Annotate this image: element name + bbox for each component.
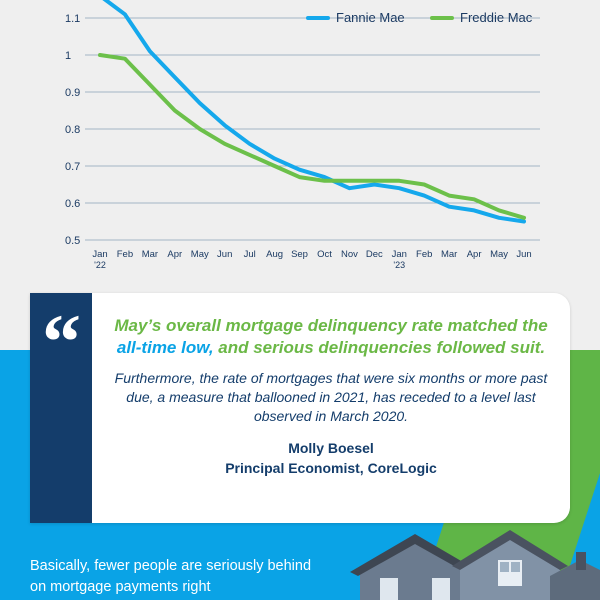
series-line-fannie-mae	[102, 0, 526, 224]
x-tick-label: Mar	[441, 249, 457, 260]
x-tick-label: May	[490, 249, 508, 260]
x-tick-label: Dec	[366, 249, 383, 260]
x-tick-label: '23	[393, 260, 405, 270]
quote-card: “ May’s overall mortgage delinquency rat…	[30, 293, 570, 523]
y-tick-label: 0.9	[65, 87, 80, 99]
legend-label-fannie-mae: Fannie Mae	[336, 10, 405, 25]
x-tick-label: Oct	[317, 249, 332, 260]
y-tick-label: 0.8	[65, 124, 80, 136]
legend-swatch-freddie-mac	[430, 15, 454, 20]
x-tick-label: Jan	[92, 249, 107, 260]
x-tick-label: Feb	[416, 249, 432, 260]
x-tick-label: Nov	[341, 249, 358, 260]
y-tick-label: 0.6	[65, 198, 80, 210]
x-tick-label: Aug	[266, 249, 283, 260]
quote-headline-end: and serious delinquencies followed suit.	[213, 338, 546, 357]
x-tick-label: Jun	[217, 249, 232, 260]
x-tick-label: Jul	[244, 249, 256, 260]
x-tick-label: May	[191, 249, 209, 260]
author-name: Molly Boesel	[288, 440, 374, 456]
chart-area: 0.5 0.6 0.7 0.8 0.9 1 1.1 Jan '22 Feb Mar Apr May Jun…	[0, 0, 600, 290]
house-illustration	[350, 530, 600, 600]
series-line-freddie-mac	[98, 53, 526, 220]
quote-headline-accent: all-time low,	[116, 338, 214, 357]
quote-text: Furthermore, the rate of mortgages that …	[114, 370, 548, 424]
x-tick-label: Feb	[117, 249, 133, 260]
x-tick-label: Jun	[516, 249, 531, 260]
legend-item-fannie-mae: Fannie Mae	[306, 10, 405, 25]
y-tick-label: 0.5	[65, 235, 80, 247]
quote-sidebar: “	[30, 293, 92, 523]
quote-mark-icon: “	[42, 298, 81, 385]
legend-label-freddie-mac: Freddie Mac	[460, 10, 533, 25]
x-tick-label: Apr	[167, 249, 182, 260]
y-tick-label: 1.1	[65, 13, 80, 25]
x-tick-label: Sep	[291, 249, 308, 260]
x-tick-label: Apr	[467, 249, 482, 260]
quote-author: Molly Boesel Principal Economist, CoreLo…	[110, 438, 552, 478]
quote-headline: May’s overall mortgage delinquency rate …	[110, 315, 552, 359]
legend-item-freddie-mac: Freddie Mac	[430, 10, 532, 25]
y-tick-label: 1	[65, 50, 71, 62]
x-tick-label: Mar	[142, 249, 158, 260]
x-tick-label: '22	[94, 260, 106, 270]
x-tick-label: Jan	[392, 249, 407, 260]
legend-swatch-fannie-mae	[306, 15, 330, 20]
author-title: Principal Economist, CoreLogic	[225, 460, 437, 476]
footer-text: Basically, fewer people are seriously be…	[30, 558, 312, 595]
quote-body: May’s overall mortgage delinquency rate …	[110, 315, 552, 478]
y-tick-label: 0.7	[65, 161, 80, 173]
quote-headline-start: May’s overall mortgage delinquency rate …	[114, 316, 548, 335]
